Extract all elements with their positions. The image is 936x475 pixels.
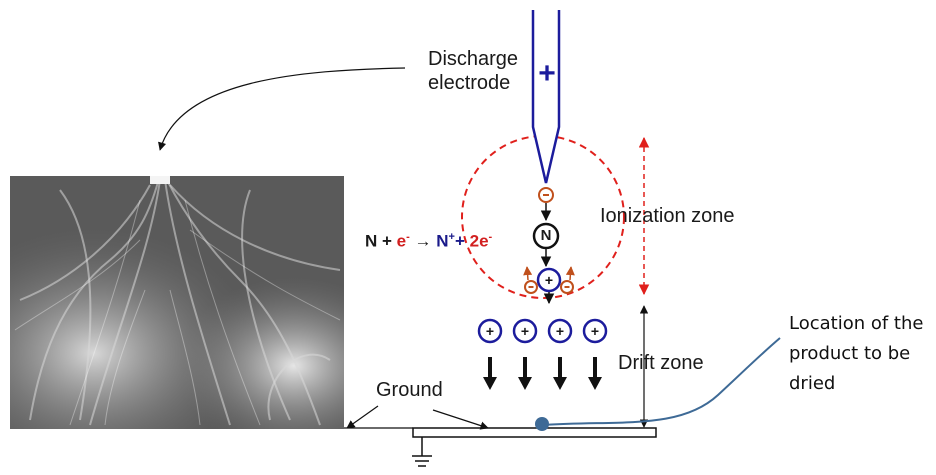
drift-ion-4-sign: +	[590, 323, 600, 339]
pointer-arrow	[158, 67, 406, 151]
electrode-polarity: +	[538, 57, 556, 90]
corona-flow-photo	[10, 176, 344, 429]
drift-ion-3	[547, 318, 573, 344]
drift-ion-2-sign: +	[520, 323, 530, 339]
drifting-ions	[477, 318, 608, 344]
product-location-dot	[535, 417, 549, 431]
drift-ion-4	[582, 318, 608, 344]
ground-label: Ground	[376, 379, 443, 401]
ground-plate	[412, 427, 657, 438]
ionization-zone-label: Ionization zone	[600, 205, 735, 227]
drift-ion-2	[512, 318, 538, 344]
ionization-zone-circle	[461, 135, 625, 299]
ground-symbol-icon	[412, 437, 432, 467]
discharge-electrode-label-line1: Discharge	[428, 48, 519, 70]
discharge-electrode	[531, 10, 561, 184]
ground-pointer-left	[346, 405, 379, 429]
product-location-label-line1: Location of the	[789, 313, 924, 334]
drift-ion-3-sign: +	[555, 323, 565, 339]
discharge-electrode-label-line2: electrode	[428, 72, 511, 94]
positive-ion	[536, 267, 562, 293]
ground-pointer-right	[432, 409, 489, 430]
drift-ion-1	[477, 318, 503, 344]
product-location-label-line3: dried	[789, 373, 836, 394]
drift-ion-1-sign: +	[485, 323, 495, 339]
ionization-equation: N + e- → N++ 2e-	[365, 231, 493, 251]
ion-sign: +	[544, 272, 554, 288]
neutral-molecule-label: N	[540, 227, 552, 244]
product-leader-line	[543, 337, 781, 426]
drift-zone-label: Drift zone	[618, 352, 704, 374]
neutral-molecule	[532, 222, 560, 250]
product-location-label-line2: product to be	[789, 343, 911, 364]
drift-arrows	[483, 357, 602, 390]
